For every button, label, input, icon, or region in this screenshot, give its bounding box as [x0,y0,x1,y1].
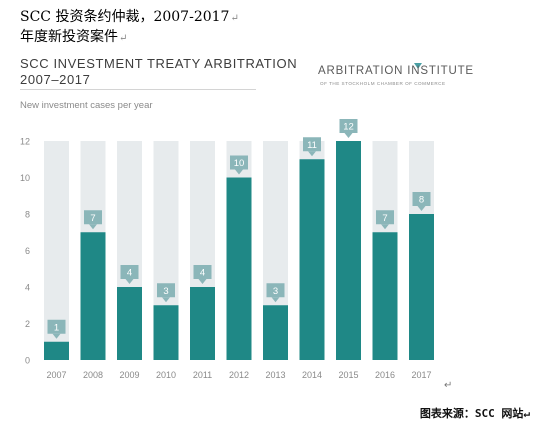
x-tick-label: 2016 [375,370,395,380]
y-tick-label: 0 [25,356,30,366]
paragraph-mark-icon: ↵ [444,380,453,391]
data-label-pointer [308,151,316,157]
source-note: 图表来源：SCC 网站↵ [419,407,530,420]
data-label-pointer [235,169,243,175]
data-label-box [157,283,175,298]
document-title-text-1: SCC 投资条约仲裁，2007-2017 [20,9,230,25]
y-tick-label: 2 [25,319,30,329]
bar [226,177,252,360]
bar [372,232,398,360]
data-label: 3 [163,286,168,297]
chart-subtitle: 2007–2017 [20,72,91,87]
x-tick-label: 2011 [193,370,212,380]
data-label: 7 [382,213,387,224]
x-tick-label: 2008 [83,370,103,380]
x-tick-label: 2012 [229,370,249,380]
document-title-line-1: SCC 投资条约仲裁，2007-2017↵ [20,8,239,28]
x-tick-label: 2010 [156,370,176,380]
data-label-box [193,265,212,279]
bar [117,287,142,360]
y-tick-label: 12 [20,137,30,147]
institute-emblem-icon [414,63,422,69]
x-tick-label: 2015 [338,370,358,380]
data-label-pointer [417,206,426,211]
data-label: 7 [90,213,95,224]
data-label-pointer [52,333,61,339]
data-label: 4 [200,268,205,279]
data-label-box [339,119,358,133]
data-label: 3 [273,286,278,297]
x-tick-label: 2009 [119,370,139,380]
data-label: 1 [54,322,59,333]
data-label-pointer [125,279,134,284]
bar [153,305,179,360]
bar [190,287,215,360]
data-label-box [376,210,394,225]
y-tick-label: 8 [25,210,30,220]
data-label: 12 [343,122,354,133]
bar [299,159,325,360]
data-label-pointer [344,133,353,138]
bar [409,214,434,360]
data-label-box [230,155,248,170]
data-label-box [303,137,321,152]
data-label: 4 [127,268,132,279]
data-label-box [84,210,102,225]
x-tick-label: 2017 [411,370,431,380]
data-label-box [412,192,431,206]
y-tick-label: 6 [25,246,30,256]
data-label-pointer [162,297,170,303]
institute-logo: ARBITRATION INSTITUTE OF THE STOCKHOLM C… [318,62,473,92]
data-label: 10 [234,158,245,169]
data-label-pointer [381,224,389,230]
paragraph-mark-icon: ↵ [119,33,128,44]
data-label-pointer [198,279,207,284]
data-label-box [47,319,66,334]
logo-name: ARBITRATION INSTITUTE [318,65,474,77]
bar [336,141,361,360]
bar [80,232,106,360]
paragraph-mark-icon: ↵ [230,13,239,24]
y-axis-label: New investment cases per year [20,100,153,111]
bar [44,341,69,360]
data-label-pointer [271,297,280,303]
logo-subtitle: OF THE STOCKHOLM CHAMBER OF COMMERCE [320,81,446,86]
y-tick-label: 4 [25,283,30,293]
y-tick-label: 10 [20,173,30,183]
x-tick-label: 2013 [265,370,285,380]
chart-title: SCC INVESTMENT TREATY ARBITRATION [20,56,298,71]
data-label-pointer [89,224,97,230]
bar [263,305,288,360]
data-label-box [266,283,285,298]
x-tick-label: 2014 [302,370,322,380]
document-title-line-2: 年度新投资案件↵ [20,28,127,48]
data-label-box [120,265,139,279]
document-title-text-2: 年度新投资案件 [20,29,118,45]
data-label: 11 [307,140,317,151]
data-label: 8 [419,195,424,206]
title-divider [20,89,256,90]
x-tick-label: 2007 [46,370,66,380]
